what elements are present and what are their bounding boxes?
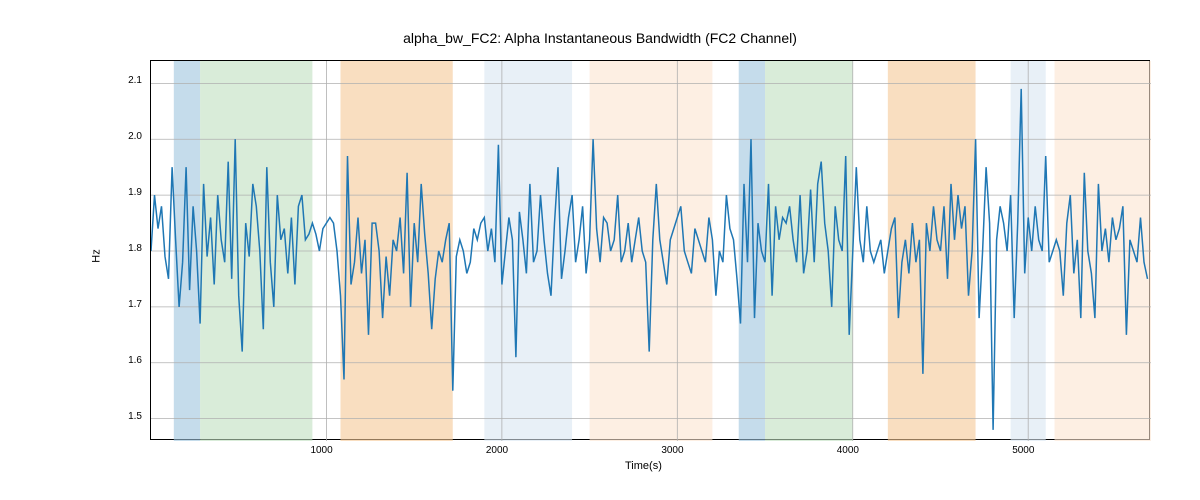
y-axis-label: Hz (91, 249, 103, 262)
y-tick-label: 1.5 (128, 411, 142, 422)
y-tick-label: 2.0 (128, 131, 142, 142)
x-tick-label: 1000 (310, 445, 332, 456)
y-tick-label: 2.1 (128, 75, 142, 86)
x-tick-label: 3000 (661, 445, 683, 456)
x-tick-label: 4000 (837, 445, 859, 456)
y-tick-label: 1.6 (128, 355, 142, 366)
x-axis-label: Time(s) (625, 460, 662, 472)
plot-svg (151, 61, 1151, 441)
chart-title: alpha_bw_FC2: Alpha Instantaneous Bandwi… (0, 30, 1200, 46)
plot-area (150, 60, 1150, 440)
y-tick-label: 1.7 (128, 299, 142, 310)
y-tick-label: 1.8 (128, 243, 142, 254)
x-tick-label: 5000 (1012, 445, 1034, 456)
chart-figure: alpha_bw_FC2: Alpha Instantaneous Bandwi… (0, 0, 1200, 500)
x-tick-label: 2000 (486, 445, 508, 456)
y-tick-label: 1.9 (128, 187, 142, 198)
